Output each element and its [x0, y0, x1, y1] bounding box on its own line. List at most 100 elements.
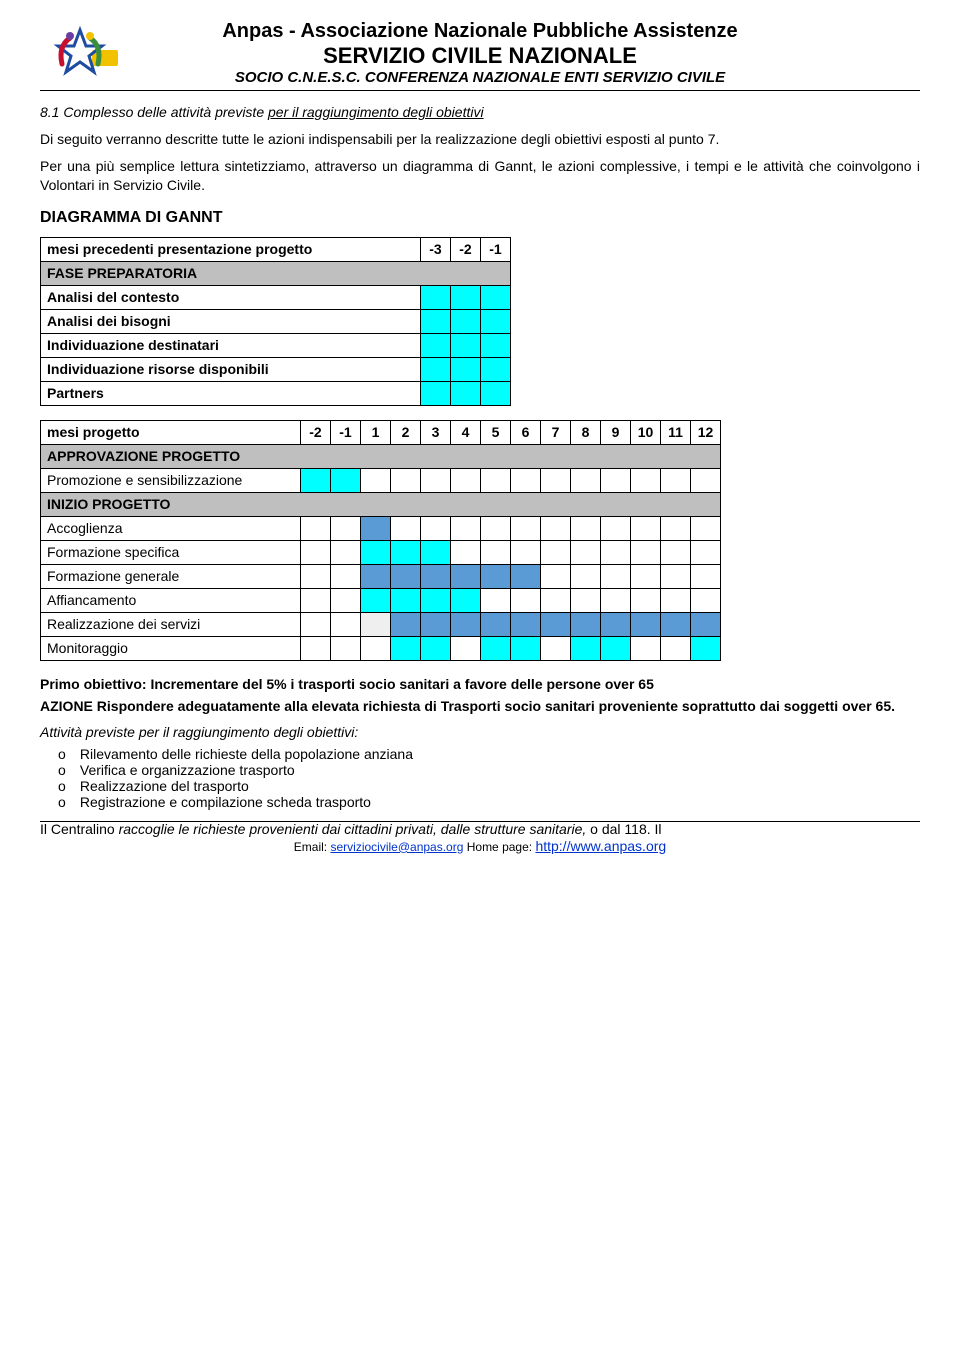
t1-cell — [421, 309, 451, 333]
t1-cell — [481, 333, 511, 357]
t2-cell — [481, 540, 511, 564]
t2-cell — [481, 516, 511, 540]
t2-cell — [481, 468, 511, 492]
t2-cell — [391, 588, 421, 612]
activity-item: Verifica e organizzazione trasporto — [76, 762, 920, 778]
t2-cell — [691, 612, 721, 636]
intro-para-1: Di seguito verranno descritte tutte le a… — [40, 130, 920, 149]
t2-month: 4 — [451, 420, 481, 444]
t1-row-label: Analisi del contesto — [41, 285, 421, 309]
t2-cell — [511, 540, 541, 564]
t2-cell — [661, 612, 691, 636]
t2-cell — [361, 636, 391, 660]
t2-cell — [331, 612, 361, 636]
t2-cell — [511, 636, 541, 660]
t2-cell — [601, 564, 631, 588]
intro-para-2: Per una più semplice lettura sintetizzia… — [40, 157, 920, 195]
t1-cell — [421, 285, 451, 309]
t1-month: -2 — [451, 237, 481, 261]
t1-cell — [451, 285, 481, 309]
t2-cell — [301, 588, 331, 612]
t2-month: 6 — [511, 420, 541, 444]
t2-month: 12 — [691, 420, 721, 444]
t1-cell — [451, 381, 481, 405]
t2-cell — [481, 588, 511, 612]
t2-cell — [541, 540, 571, 564]
t1-cell — [451, 357, 481, 381]
t2-cell — [511, 588, 541, 612]
org-name: Anpas - Associazione Nazionale Pubbliche… — [40, 20, 920, 43]
diagram-title: DIAGRAMMA DI GANNT — [40, 209, 920, 227]
gantt-table-prep: mesi precedenti presentazione progetto-3… — [40, 237, 511, 406]
footer-post: o dal 118. Il — [586, 821, 661, 837]
t2-cell — [691, 588, 721, 612]
activities-list: Rilevamento delle richieste della popola… — [40, 746, 920, 810]
t2-cell — [301, 516, 331, 540]
footer-email-label: Email: — [294, 840, 331, 854]
footer-url-link[interactable]: http://www.anpas.org — [535, 838, 666, 854]
t2-cell — [691, 468, 721, 492]
t2-cell — [421, 540, 451, 564]
t2-row-label: Formazione generale — [41, 564, 301, 588]
t2-cell — [661, 588, 691, 612]
service-name: SERVIZIO CIVILE NAZIONALE — [40, 43, 920, 69]
action-1: AZIONE Rispondere adeguatamente alla ele… — [40, 697, 920, 715]
t2-section-2: INIZIO PROGETTO — [41, 492, 721, 516]
t2-cell — [451, 588, 481, 612]
t2-cell — [691, 540, 721, 564]
t2-cell — [601, 540, 631, 564]
footer-contact: Email: serviziocivile@anpas.org Home pag… — [40, 838, 920, 854]
t1-cell — [451, 333, 481, 357]
t2-cell — [541, 588, 571, 612]
t2-cell — [451, 636, 481, 660]
t2-cell — [451, 516, 481, 540]
t2-cell — [301, 540, 331, 564]
t2-cell — [391, 540, 421, 564]
footer-email-link[interactable]: serviziocivile@anpas.org — [330, 840, 463, 854]
t2-cell — [541, 612, 571, 636]
t2-cell — [301, 636, 331, 660]
t2-month: -1 — [331, 420, 361, 444]
t2-cell — [451, 612, 481, 636]
t2-cell — [331, 540, 361, 564]
t2-month: 5 — [481, 420, 511, 444]
t2-cell — [631, 516, 661, 540]
t2-cell — [361, 516, 391, 540]
t1-row-label: Partners — [41, 381, 421, 405]
t2-cell — [391, 516, 421, 540]
t2-header-label: mesi progetto — [41, 420, 301, 444]
t2-cell — [661, 516, 691, 540]
t2-cell — [661, 564, 691, 588]
t1-cell — [421, 381, 451, 405]
t2-cell — [481, 636, 511, 660]
t2-cell — [481, 612, 511, 636]
t2-cell — [301, 564, 331, 588]
t2-cell — [601, 588, 631, 612]
page-header: Anpas - Associazione Nazionale Pubbliche… — [40, 20, 920, 91]
t2-cell — [631, 588, 661, 612]
t2-cell — [541, 468, 571, 492]
t1-cell — [421, 357, 451, 381]
t2-cell — [331, 468, 361, 492]
t1-month: -3 — [421, 237, 451, 261]
t2-month: 7 — [541, 420, 571, 444]
t2-cell — [511, 468, 541, 492]
t2-cell — [691, 564, 721, 588]
t2-cell — [511, 612, 541, 636]
t2-cell — [541, 564, 571, 588]
activity-item: Realizzazione del trasporto — [76, 778, 920, 794]
t2-cell — [601, 636, 631, 660]
t1-section-row: FASE PREPARATORIA — [41, 261, 511, 285]
t2-cell — [451, 564, 481, 588]
t2-month: -2 — [301, 420, 331, 444]
t2-row-label: Monitoraggio — [41, 636, 301, 660]
t2-cell — [391, 468, 421, 492]
t1-row-label: Analisi dei bisogni — [41, 309, 421, 333]
t2-cell — [601, 612, 631, 636]
t2-cell — [421, 468, 451, 492]
t2-cell — [601, 468, 631, 492]
t2-cell — [391, 564, 421, 588]
t1-row-label: Individuazione risorse disponibili — [41, 357, 421, 381]
activities-subhead: Attività previste per il raggiungimento … — [40, 723, 920, 742]
t2-cell — [661, 540, 691, 564]
